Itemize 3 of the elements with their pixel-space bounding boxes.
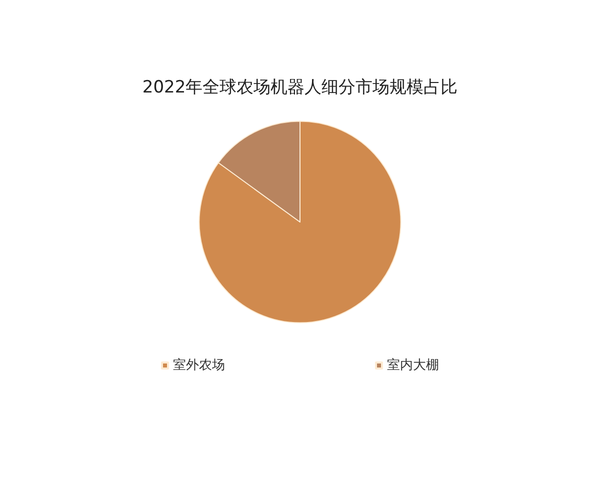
legend-label: 室内大棚 [387,357,439,373]
legend-label: 室外农场 [173,357,225,373]
chart-title: 2022年全球农场机器人细分市场规模占比 [142,78,458,98]
